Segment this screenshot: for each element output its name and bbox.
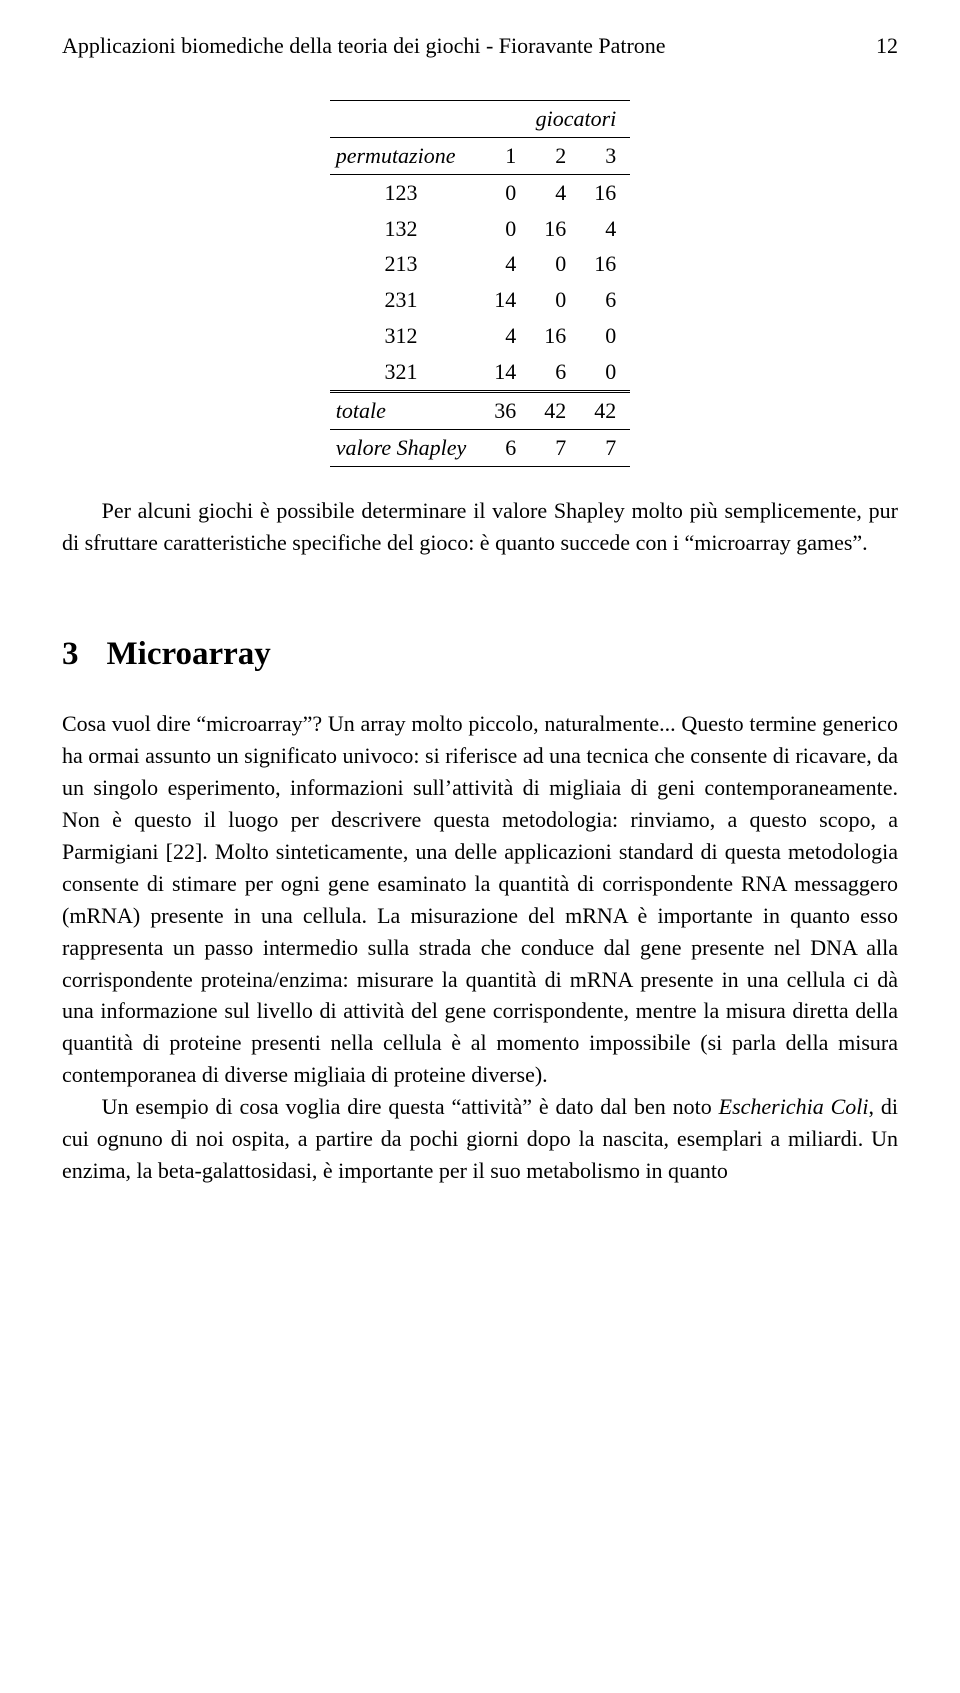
perm-label: 321 (330, 354, 481, 391)
running-head-left: Applicazioni biomediche della teoria dei… (62, 30, 666, 62)
totale-cell: 36 (480, 392, 530, 430)
superhead-blank (330, 100, 481, 137)
para-main: Cosa vuol dire “microarray”? Un array mo… (62, 708, 898, 1091)
totale-label: totale (330, 392, 481, 430)
cell: 14 (480, 354, 530, 391)
para-ecoli-prefix: Un esempio di cosa voglia dire questa “a… (102, 1094, 719, 1119)
cell: 0 (530, 282, 580, 318)
cell: 0 (530, 246, 580, 282)
cell: 6 (580, 282, 630, 318)
page-number: 12 (876, 30, 898, 62)
para-ecoli: Un esempio di cosa voglia dire questa “a… (62, 1091, 898, 1187)
totale-cell: 42 (580, 392, 630, 430)
para-after-table: Per alcuni giochi è possibile determinar… (62, 495, 898, 559)
shapley-cell: 7 (530, 429, 580, 466)
table-wrap: giocatori permutazione 1 2 3 123 0 4 16 … (62, 100, 898, 467)
section-title: 3 Microarray (62, 631, 898, 679)
table-row: 231 14 0 6 (330, 282, 631, 318)
cell: 16 (580, 174, 630, 210)
table-totale-row: totale 36 42 42 (330, 392, 631, 430)
table-row: 321 14 6 0 (330, 354, 631, 391)
col-2: 2 (530, 137, 580, 174)
table-head-row: permutazione 1 2 3 (330, 137, 631, 174)
shapley-cell: 7 (580, 429, 630, 466)
perm-label: 213 (330, 246, 481, 282)
col-permutazione: permutazione (330, 137, 481, 174)
superhead-giocatori: giocatori (480, 100, 630, 137)
cell: 0 (580, 318, 630, 354)
shapley-label: valore Shapley (330, 429, 481, 466)
perm-label: 123 (330, 174, 481, 210)
perm-label: 312 (330, 318, 481, 354)
table-row: 123 0 4 16 (330, 174, 631, 210)
perm-label: 132 (330, 211, 481, 247)
shapley-cell: 6 (480, 429, 530, 466)
cell: 4 (480, 246, 530, 282)
cell: 6 (530, 354, 580, 391)
page: Applicazioni biomediche della teoria dei… (0, 0, 960, 1217)
cell: 4 (480, 318, 530, 354)
col-3: 3 (580, 137, 630, 174)
table-row: 312 4 16 0 (330, 318, 631, 354)
section-number: 3 (62, 636, 79, 672)
totale-cell: 42 (530, 392, 580, 430)
cell: 16 (530, 318, 580, 354)
table-row: 132 0 16 4 (330, 211, 631, 247)
section-name: Microarray (107, 636, 271, 672)
cell: 16 (580, 246, 630, 282)
running-head: Applicazioni biomediche della teoria dei… (62, 30, 898, 62)
cell: 16 (530, 211, 580, 247)
table-superhead-row: giocatori (330, 100, 631, 137)
col-1: 1 (480, 137, 530, 174)
perm-label: 231 (330, 282, 481, 318)
cell: 4 (530, 174, 580, 210)
shapley-table: giocatori permutazione 1 2 3 123 0 4 16 … (330, 100, 631, 467)
para-ecoli-italic: Escherichia Coli (719, 1094, 869, 1119)
cell: 0 (480, 211, 530, 247)
cell: 0 (580, 354, 630, 391)
table-row: 213 4 0 16 (330, 246, 631, 282)
cell: 14 (480, 282, 530, 318)
cell: 4 (580, 211, 630, 247)
table-shapley-row: valore Shapley 6 7 7 (330, 429, 631, 466)
cell: 0 (480, 174, 530, 210)
